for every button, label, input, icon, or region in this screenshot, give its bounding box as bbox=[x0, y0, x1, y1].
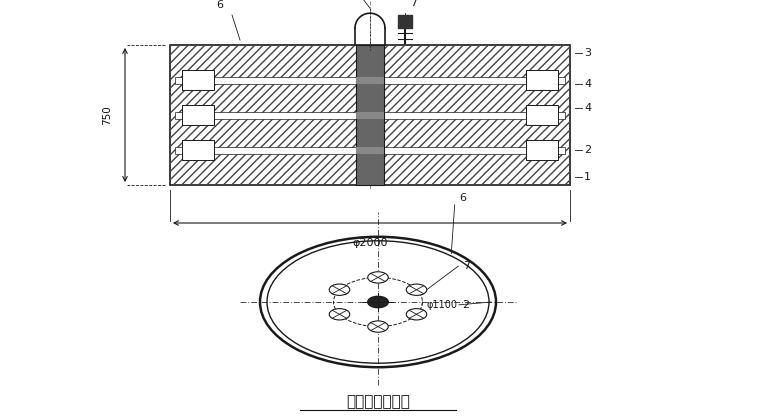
Text: 3: 3 bbox=[584, 48, 591, 58]
Text: 6: 6 bbox=[217, 0, 223, 10]
Bar bbox=[526, 71, 558, 89]
Bar bbox=[526, 140, 558, 160]
Text: φ2000: φ2000 bbox=[352, 238, 388, 248]
Bar bbox=[182, 105, 214, 125]
Text: 7: 7 bbox=[464, 261, 470, 271]
Ellipse shape bbox=[368, 297, 388, 308]
Text: 4: 4 bbox=[584, 79, 591, 89]
Ellipse shape bbox=[260, 237, 496, 367]
Ellipse shape bbox=[329, 309, 350, 320]
Text: 2: 2 bbox=[584, 145, 591, 155]
Ellipse shape bbox=[368, 321, 388, 332]
Text: 4: 4 bbox=[584, 103, 591, 113]
Text: 7: 7 bbox=[410, 0, 417, 8]
Polygon shape bbox=[398, 15, 412, 28]
Ellipse shape bbox=[407, 284, 427, 295]
Text: 6: 6 bbox=[460, 193, 467, 203]
Bar bbox=[182, 71, 214, 89]
Ellipse shape bbox=[407, 309, 427, 320]
Text: 1: 1 bbox=[584, 172, 591, 182]
Bar bbox=[356, 76, 384, 84]
Bar bbox=[182, 140, 214, 160]
Text: 750: 750 bbox=[102, 105, 112, 125]
Bar bbox=[356, 111, 384, 118]
Bar bbox=[175, 111, 565, 118]
Ellipse shape bbox=[329, 284, 350, 295]
Bar bbox=[175, 147, 565, 153]
Bar bbox=[170, 45, 570, 185]
Text: φ1100: φ1100 bbox=[427, 300, 458, 310]
Bar bbox=[170, 45, 570, 185]
Text: 装配式钢夯锤图: 装配式钢夯锤图 bbox=[346, 394, 410, 410]
Bar bbox=[356, 45, 384, 185]
Ellipse shape bbox=[368, 272, 388, 283]
Bar bbox=[526, 105, 558, 125]
Bar bbox=[356, 147, 384, 153]
Text: 2: 2 bbox=[462, 300, 469, 310]
Bar bbox=[175, 76, 565, 84]
